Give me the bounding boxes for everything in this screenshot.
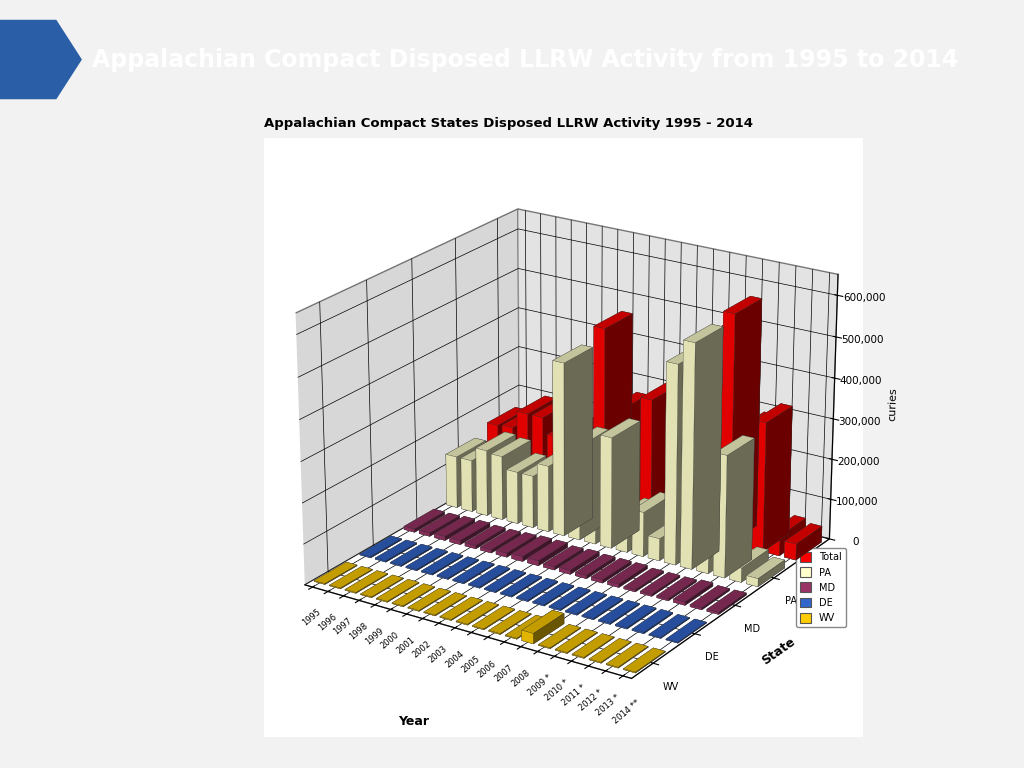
Text: Appalachian Compact Disposed LLRW Activity from 1995 to 2014: Appalachian Compact Disposed LLRW Activi…	[92, 48, 958, 71]
Polygon shape	[0, 20, 82, 99]
Y-axis label: State: State	[759, 635, 798, 667]
Text: Appalachian Compact States Disposed LLRW Activity 1995 - 2014: Appalachian Compact States Disposed LLRW…	[264, 118, 753, 130]
X-axis label: Year: Year	[398, 715, 429, 728]
Legend: Total, PA, MD, DE, WV: Total, PA, MD, DE, WV	[796, 548, 846, 627]
